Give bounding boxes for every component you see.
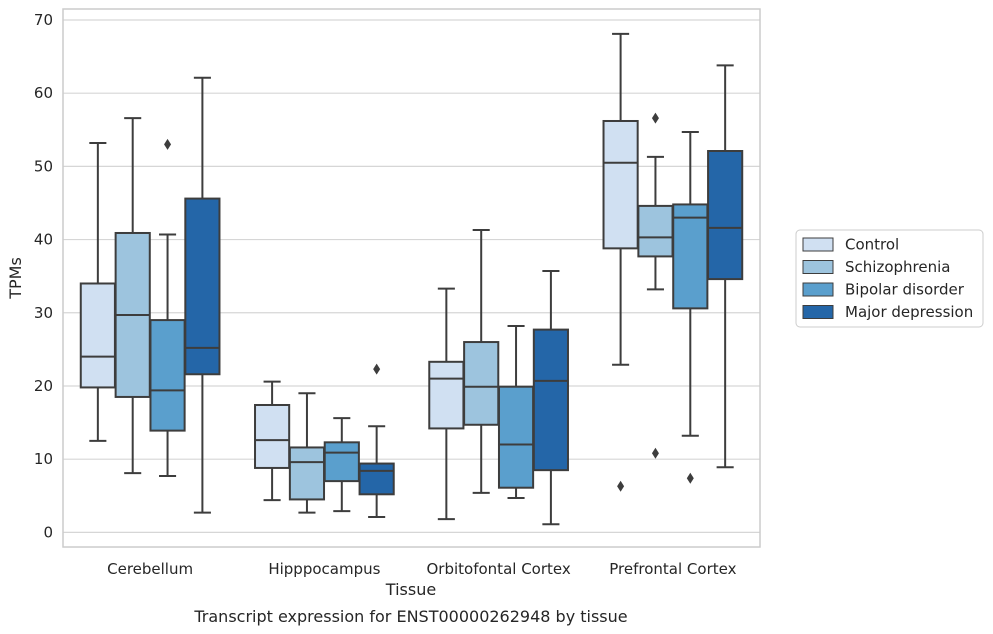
legend: Control Schizophrenia Bipolar disorder Majo… (795, 229, 984, 328)
box-group (184, 76, 221, 514)
box-body (254, 403, 291, 469)
outlier-point (651, 447, 659, 459)
x-tick-label: Prefrontal Cortex (609, 560, 736, 578)
box-group (637, 112, 674, 459)
box-group (288, 392, 326, 514)
box-group (463, 229, 500, 494)
legend-label: Control (845, 236, 899, 254)
y-tick-label: 40 (34, 231, 53, 249)
x-tick-labels: Cerebellum Hipppocampus Orbitofontal Corte… (107, 560, 736, 578)
x-tick-label: Hipppocampus (268, 560, 380, 578)
box-body (184, 197, 221, 376)
box-body (79, 282, 116, 389)
legend-label: Bipolar disorder (845, 281, 965, 299)
y-tick-label: 70 (34, 11, 53, 29)
y-tick-label: 10 (34, 450, 53, 468)
x-tick-label: Orbitofontal Cortex (427, 560, 571, 578)
x-tick-label: Cerebellum (107, 560, 193, 578)
box-group (428, 287, 465, 521)
box-body (672, 203, 709, 310)
legend-frame (795, 229, 984, 328)
y-tick-label: 0 (43, 523, 53, 541)
box-body (323, 441, 360, 483)
box-group (707, 64, 744, 469)
box-body (149, 319, 186, 432)
outlier-point (164, 138, 172, 150)
box-body (637, 204, 674, 258)
box-group (602, 32, 639, 492)
box-group (497, 324, 535, 499)
legend-swatch (802, 237, 834, 252)
box-group (254, 380, 291, 502)
box-body (288, 446, 326, 501)
y-tick-label: 30 (34, 304, 53, 322)
plot-frame (62, 8, 761, 548)
box-group (532, 270, 569, 526)
outlier-point (686, 472, 694, 484)
legend-swatch (802, 282, 834, 297)
y-tick-label: 50 (34, 157, 53, 175)
box-group (79, 141, 116, 442)
boxes (79, 32, 744, 526)
x-axis-title: Tissue (385, 580, 436, 599)
box-body (428, 360, 465, 430)
box-group (149, 138, 186, 477)
box-body (358, 462, 395, 496)
box-body (532, 328, 569, 472)
chart-caption: Transcript expression for ENST0000026294… (193, 607, 627, 626)
y-tick-label: 20 (34, 377, 53, 395)
box-body (463, 341, 500, 426)
legend-label: Major depression (845, 303, 973, 321)
box-group (114, 117, 151, 475)
legend-label: Schizophrenia (845, 258, 950, 276)
outlier-point (617, 480, 625, 492)
box-body (707, 150, 744, 281)
box-group (358, 363, 395, 518)
box-body (602, 119, 639, 250)
outlier-point (373, 363, 381, 375)
outlier-point (651, 112, 659, 124)
box-group (672, 130, 709, 484)
y-tick-labels: 0 10 20 30 40 50 60 70 (34, 11, 53, 541)
box-group (323, 417, 360, 513)
y-axis-title: TPMs (6, 257, 25, 300)
box-body (497, 385, 535, 489)
legend-swatch (802, 305, 834, 319)
legend-swatch (802, 260, 834, 274)
y-tick-label: 60 (34, 84, 53, 102)
